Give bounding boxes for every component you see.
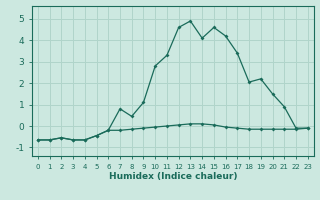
X-axis label: Humidex (Indice chaleur): Humidex (Indice chaleur)	[108, 172, 237, 181]
